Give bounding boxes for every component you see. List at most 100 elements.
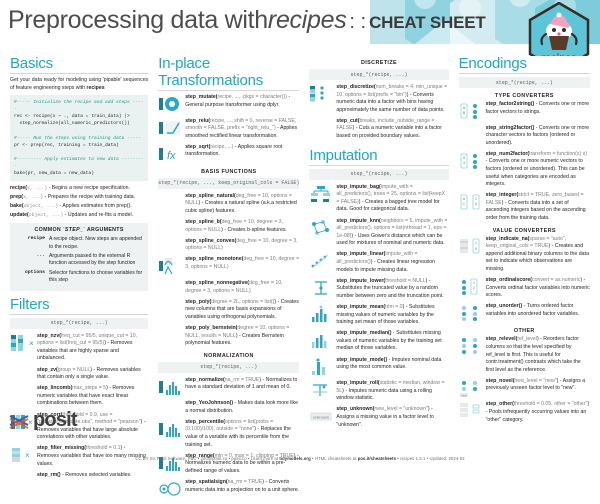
discretize-step-list: step_discretize(num_breaks = 4, min_uniq… bbox=[309, 84, 448, 141]
page-title: Preprocessing data with recipes : : CHEA… bbox=[8, 6, 486, 35]
step-icon-slot bbox=[158, 94, 182, 114]
step-function-name: step_zv( bbox=[37, 366, 58, 373]
step-description: step_nzv(freq_cut = 95/5, unique_cut = 1… bbox=[37, 332, 138, 362]
step-description: step_rm() - Removes selected variables. bbox=[37, 471, 132, 478]
step-arguments: deg_free = 10, degree = 3, options = NUL… bbox=[185, 237, 298, 252]
step-entry: step_spline_natural(deg_free = 10, optio… bbox=[158, 193, 299, 216]
column-basics: Basics Get your data ready for modeling … bbox=[5, 52, 153, 478]
bar-filter-icon: × bbox=[11, 334, 34, 351]
basis-signature: step_*(recipe, ..., keep_original_cols =… bbox=[158, 177, 300, 189]
step-description: step_impute_lower(threshold = NULL) - Su… bbox=[336, 277, 444, 299]
step-function-name: step_impute_mean( bbox=[336, 303, 386, 310]
step-icon-slot bbox=[158, 256, 182, 276]
spline-icon bbox=[159, 258, 173, 275]
title-cheatsheet-label: CHEAT SHEET bbox=[369, 13, 486, 32]
step-function-name: step_impute_roll( bbox=[336, 380, 380, 387]
step-arguments: recipe, ..., shift = 0, reverse = FALSE,… bbox=[185, 117, 297, 132]
step-description: step_spline_monotone(deg_free = 10, degr… bbox=[185, 256, 299, 271]
step-entry: step_poly_bernstein(degree = 10, options… bbox=[158, 325, 299, 348]
step-icon-slot bbox=[309, 251, 333, 271]
lower-icon bbox=[315, 281, 328, 295]
knn-icon bbox=[312, 219, 330, 235]
step-entry: step_spline_convex(deg_free = 10, degree… bbox=[158, 238, 299, 253]
step-icon-slot: unknown bbox=[309, 406, 333, 426]
svg-text:unknown: unknown bbox=[313, 415, 329, 420]
step-description: step_impute_median() - Substitutes missi… bbox=[336, 330, 442, 352]
step-arguments: trim = 0 bbox=[385, 303, 403, 310]
step-icon-slot bbox=[309, 84, 333, 104]
step-description: step_zv(group = NULL) - Removes variable… bbox=[37, 366, 141, 381]
common-step-arguments-box: COMMON `STEP_` ARGUMENTS recipe A recipe … bbox=[10, 223, 149, 291]
svg-text:0: 0 bbox=[474, 246, 477, 251]
other-title: OTHER bbox=[513, 328, 535, 335]
step-arguments: group = NULL bbox=[57, 366, 91, 373]
value-converters-title: VALUE CONVERTERS bbox=[492, 227, 556, 234]
encodings-heading: Encodings bbox=[458, 55, 591, 74]
step-function-name: step_spline_natural( bbox=[185, 192, 236, 199]
svg-text:A: A bbox=[462, 196, 465, 201]
step-function-name: step_mutate( bbox=[185, 94, 218, 100]
step-function-name: step_ordinalscore( bbox=[485, 277, 533, 284]
common-arg-value: Arguments passed to the external R funct… bbox=[49, 253, 136, 267]
step-icon-slot bbox=[158, 419, 182, 439]
novel-icon: new bbox=[459, 380, 477, 397]
step-function-name: step_discretize( bbox=[336, 84, 376, 90]
step-description: step_lincomb(max_steps = 5) - Removes nu… bbox=[37, 385, 135, 407]
svg-text:×: × bbox=[28, 418, 33, 427]
svg-text:new: new bbox=[461, 393, 467, 397]
inplace-heading: In-place Transformations bbox=[158, 55, 300, 91]
step-icon-slot bbox=[309, 304, 333, 324]
step-function-name: step_corr( bbox=[37, 411, 63, 418]
step-function-name: step_sqrt( bbox=[185, 143, 211, 150]
svg-text:×: × bbox=[25, 451, 30, 460]
step-function-name: step_relu( bbox=[185, 117, 211, 124]
footer-cheat-link[interactable]: pos.it/cheatsheets bbox=[357, 456, 397, 461]
median-icon bbox=[312, 335, 327, 349]
svg-text:1: 1 bbox=[474, 240, 477, 245]
step-function-name: step_filter_missing( bbox=[37, 445, 87, 452]
basics-heading: Basics bbox=[10, 55, 149, 74]
step-icon-slot bbox=[459, 303, 483, 323]
step-arguments: threshold = 0.05, other = "other" bbox=[513, 401, 588, 408]
step-entry: 1 2 step_ordinalscore(convert = as.numeric… bbox=[459, 277, 590, 300]
step-arguments: new_level = "new" bbox=[514, 377, 557, 384]
inplace-step-list: step_mutate(recipe, ..., .pkgs = charact… bbox=[158, 94, 299, 164]
sphere-icon bbox=[159, 482, 181, 496]
step-function-name: step_impute_lower( bbox=[336, 277, 386, 284]
page-footer: CC BY SA Posit Software, PBC • info@posi… bbox=[135, 456, 465, 461]
step-description: step_ordinalscore(convert = as.numeric) … bbox=[485, 277, 590, 299]
step-function-name: step_impute_mode() bbox=[336, 356, 388, 363]
imputation-step-list: step_impute_bag(impute_with = all_predic… bbox=[309, 184, 448, 429]
step-arguments: sparse = "auto", keep_original_cols = TR… bbox=[485, 235, 567, 250]
step-function-name: step_percentile( bbox=[185, 418, 226, 425]
recipes-hex-logo: recipes bbox=[528, 1, 590, 56]
footer-email[interactable]: info@posit.co bbox=[200, 456, 228, 461]
footer-learn-link[interactable]: tidymodels.org bbox=[279, 456, 311, 461]
step-description: step_unknown(new_level = "unknown") - As… bbox=[336, 406, 434, 428]
unorder-icon bbox=[461, 306, 477, 322]
step-description: step_percentile(options = list(probs = (… bbox=[185, 418, 291, 448]
step-description: step_string2factor() - Converts one or m… bbox=[485, 124, 590, 146]
footer-site[interactable]: posit.co bbox=[231, 456, 247, 461]
step-function-name: step_unorder() bbox=[485, 303, 523, 310]
mean-icon bbox=[312, 305, 327, 322]
indicate-na-icon: 10 bbox=[459, 238, 479, 254]
step-description: step_num2factor(transform = function(x) … bbox=[485, 150, 587, 188]
step-arguments: threshold = 0.9, use = "pairwise.complet… bbox=[37, 411, 141, 426]
step-arguments: neighbors = 5, impute_with = all_predict… bbox=[336, 217, 448, 239]
step-entry: step_rm() - Removes selected variables. bbox=[10, 472, 148, 480]
other-icon bbox=[459, 403, 479, 418]
step-function-name: step_YeoJohnson() bbox=[185, 400, 234, 407]
step-entry: step_YeoJohnson() - Makes data look more… bbox=[158, 400, 299, 415]
step-entry: step_impute_mode() - Imputes nominal dat… bbox=[309, 357, 448, 377]
step-description: step_sqrt(recipe, ...) - Applies square … bbox=[185, 143, 283, 158]
step-function-name: step_other( bbox=[485, 401, 514, 408]
step-entry: step_discretize(num_breaks = 4, min_uniq… bbox=[309, 84, 448, 114]
step-function-name: step_num2factor( bbox=[485, 150, 530, 157]
type-converters-title: TYPE CONVERTERS bbox=[494, 93, 554, 99]
step-arguments: breaks, include_outside_range = FALSE bbox=[336, 117, 435, 132]
roll-icon bbox=[313, 384, 328, 397]
step-entry: step_spline_nonnegative(deg_free = 10, d… bbox=[158, 280, 299, 295]
common-arg-value: A recipe object. New steps are appended … bbox=[49, 236, 142, 250]
